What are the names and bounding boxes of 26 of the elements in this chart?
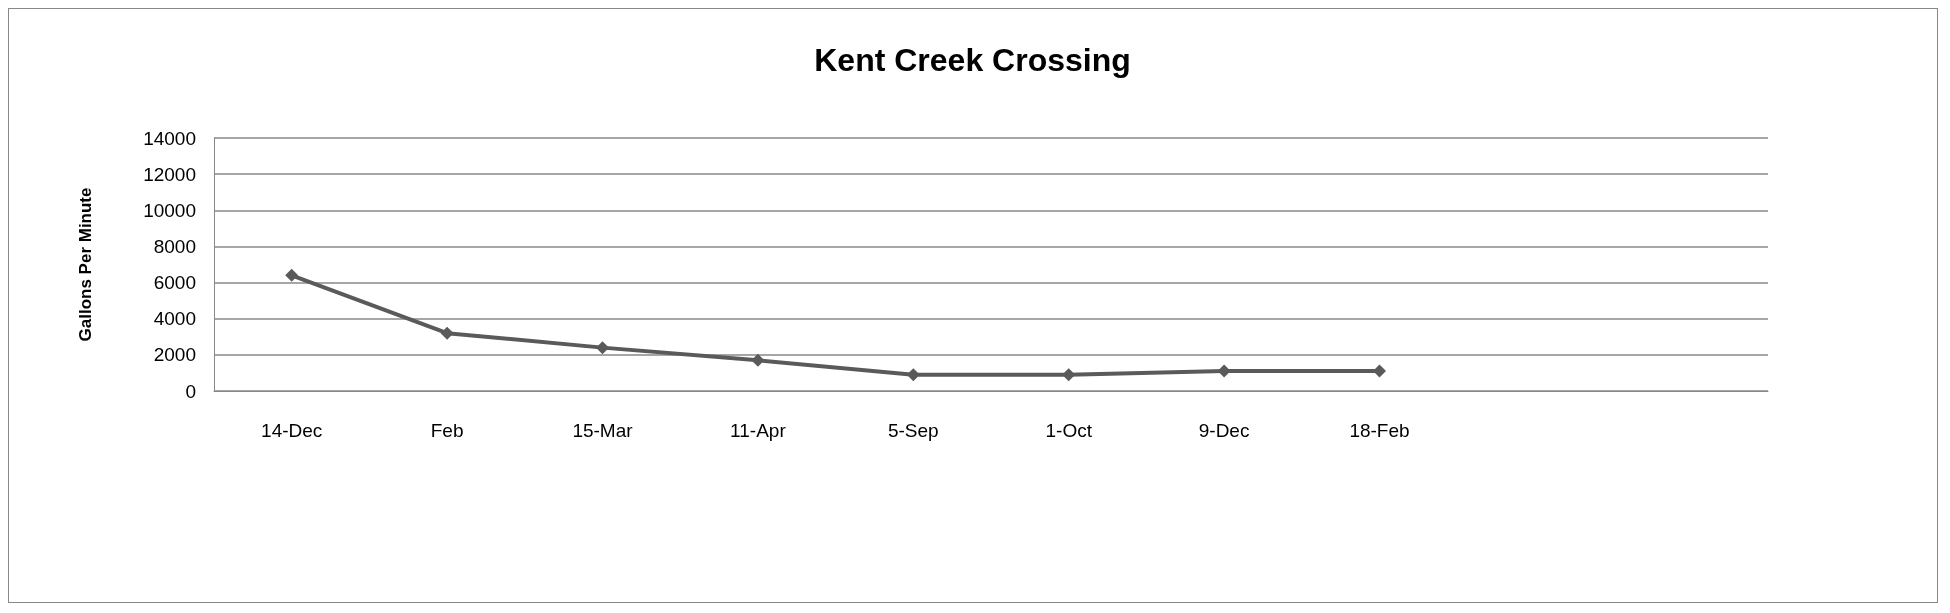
point: [596, 341, 609, 355]
point: [1373, 364, 1386, 378]
x-tick-label: 15-Mar: [572, 420, 634, 441]
x-tick-label: Feb: [430, 420, 464, 441]
y-tick-label: 6000: [153, 272, 196, 294]
y-axis-title: Gallons Per Minute: [76, 187, 95, 342]
point: [1062, 368, 1076, 382]
point: [1217, 364, 1231, 378]
x-tick-label: 14-Dec: [261, 420, 323, 441]
y-tick-label: 8000: [153, 235, 196, 257]
point: [285, 268, 299, 282]
y-tick-label: 14000: [143, 127, 196, 149]
point: [906, 368, 920, 382]
x-tick-label: 18-Feb: [1349, 420, 1410, 441]
x-tick-label: 9-Dec: [1198, 420, 1250, 441]
x-tick-label: 11-Apr: [730, 420, 787, 441]
point: [440, 326, 454, 340]
y-tick-label: 12000: [143, 163, 196, 185]
chart-title: Kent Creek Crossing: [814, 42, 1131, 78]
y-tick-label: 0: [185, 380, 196, 402]
y-tick-label: 2000: [153, 344, 196, 366]
x-tick-label: 1-Oct: [1045, 420, 1093, 441]
y-tick-label: 4000: [153, 308, 196, 330]
y-tick-label: 10000: [143, 199, 196, 221]
point: [751, 353, 765, 367]
x-tick-label: 5-Sep: [887, 420, 939, 441]
